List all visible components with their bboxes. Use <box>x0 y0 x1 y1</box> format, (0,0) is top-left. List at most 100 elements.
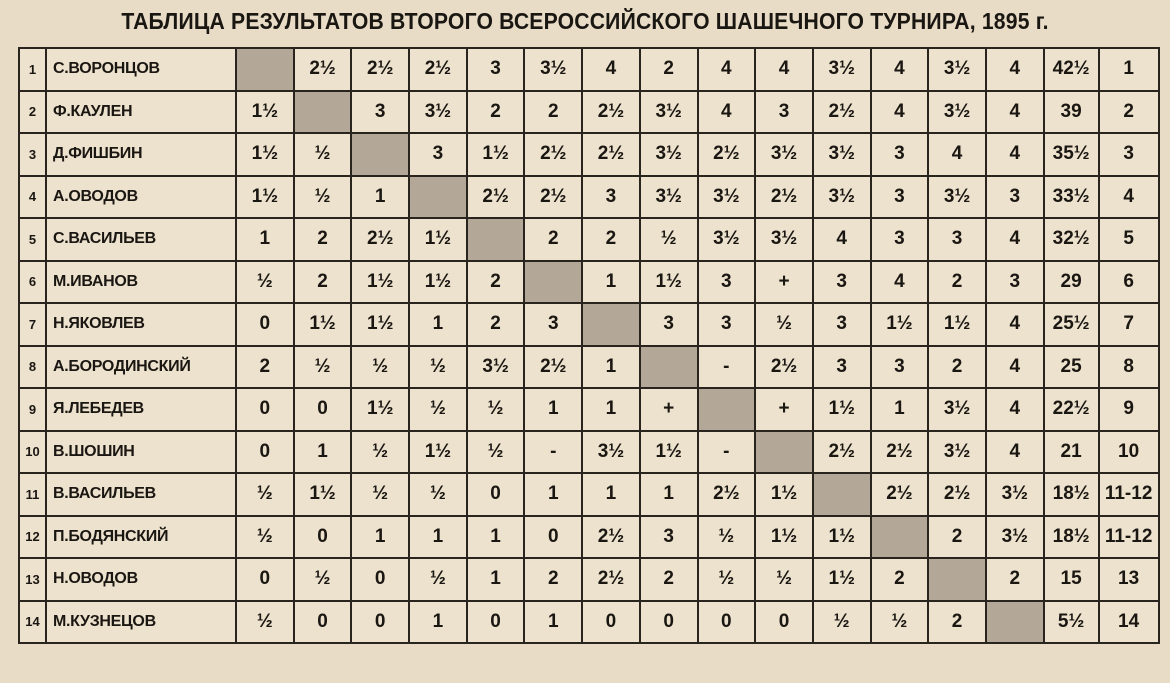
result-cell: 2 <box>465 259 526 304</box>
result-cell: 3½ <box>638 89 699 134</box>
result-cell: 4 <box>581 47 641 92</box>
result-cell: 2 <box>869 557 930 602</box>
result-cell: 1½ <box>408 259 468 304</box>
result-cell: 1½ <box>235 174 295 219</box>
total-score: 29 <box>1042 259 1100 304</box>
result-cell: 2½ <box>581 89 641 134</box>
player-number: 2 <box>18 89 47 134</box>
result-cell: 4 <box>984 344 1045 389</box>
result-cell: 4 <box>811 217 872 262</box>
result-cell: 0 <box>292 387 353 432</box>
result-cell: ½ <box>350 429 411 474</box>
result-cell: 3½ <box>927 47 987 92</box>
result-cell: 2½ <box>581 557 641 602</box>
result-cell: 2 <box>927 259 987 304</box>
result-cell: 1½ <box>292 302 353 347</box>
result-cell: 3½ <box>811 47 872 92</box>
result-cell: 3½ <box>696 174 757 219</box>
result-cell: 3 <box>523 302 584 347</box>
result-cell: 1 <box>581 387 641 432</box>
total-score: 39 <box>1042 89 1100 134</box>
place: 1 <box>1097 47 1160 92</box>
result-cell: 3½ <box>754 217 814 262</box>
result-cell: 1 <box>235 217 295 262</box>
table-row: 10 В.ШОШИН 0 1 ½ 1½ ½ -3½ 1½ -2½ 2½ 3½ 4 21 10 <box>18 429 1160 474</box>
player-name: Н.ОВОДОВ <box>45 557 237 602</box>
player-name: Д.ФИШБИН <box>45 132 237 177</box>
result-cell: 3 <box>869 217 930 262</box>
diagonal-cell <box>696 387 757 432</box>
result-cell: 3 <box>869 132 930 177</box>
diagonal-cell <box>927 557 987 602</box>
result-cell: 4 <box>984 429 1045 474</box>
player-number: 14 <box>18 599 47 644</box>
result-cell: 3 <box>408 132 468 177</box>
result-cell: 1½ <box>754 514 814 559</box>
result-cell: 2 <box>523 217 584 262</box>
diagonal-cell <box>984 599 1045 644</box>
player-name: С.ВОРОНЦОВ <box>45 47 237 92</box>
result-cell: 1½ <box>638 429 699 474</box>
result-cell: 3 <box>869 344 930 389</box>
place: 11-12 <box>1097 514 1160 559</box>
result-cell: 3½ <box>927 89 987 134</box>
result-cell: 0 <box>638 599 699 644</box>
result-cell: 3½ <box>696 217 757 262</box>
result-cell: 1 <box>581 472 641 517</box>
player-number: 5 <box>18 217 47 262</box>
result-cell: 3½ <box>638 174 699 219</box>
total-score: 5½ <box>1042 599 1100 644</box>
place: 10 <box>1097 429 1160 474</box>
result-cell: 2½ <box>581 514 641 559</box>
player-name: А.БОРОДИНСКИЙ <box>45 344 237 389</box>
result-cell: 3½ <box>927 387 987 432</box>
result-cell: 0 <box>235 557 295 602</box>
place: 7 <box>1097 302 1160 347</box>
player-name: М.КУЗНЕЦОВ <box>45 599 237 644</box>
result-cell: 0 <box>465 599 526 644</box>
result-cell: 0 <box>754 599 814 644</box>
result-cell: 1 <box>292 429 353 474</box>
player-number: 6 <box>18 259 47 304</box>
table-row: 11 В.ВАСИЛЬЕВ ½ 1½ ½ ½ 0 1 1 1 2½ 1½ 2½ 2½ 3½ 18½ 11-12 <box>18 472 1160 517</box>
result-cell: 3 <box>638 302 699 347</box>
player-name: А.ОВОДОВ <box>45 174 237 219</box>
player-name: В.ВАСИЛЬЕВ <box>45 472 237 517</box>
result-cell: 2 <box>927 514 987 559</box>
result-cell: 1½ <box>235 132 295 177</box>
table-row: 4 А.ОВОДОВ 1½ ½ 1 2½ 2½ 3 3½ 3½ 2½ 3½ 3 3½ 3 33½ 4 <box>18 174 1160 219</box>
result-cell: ½ <box>350 344 411 389</box>
result-cell: 1 <box>465 557 526 602</box>
table-row: 12 П.БОДЯНСКИЙ ½ 0 1 1 1 0 2½ 3 ½ 1½ 1½ 2 3½ 18½ 11-12 <box>18 514 1160 559</box>
result-cell: ½ <box>408 387 468 432</box>
result-cell: 4 <box>696 47 757 92</box>
player-number: 1 <box>18 47 47 92</box>
result-cell: 1 <box>408 599 468 644</box>
result-cell: ½ <box>235 514 295 559</box>
result-cell: 3½ <box>811 132 872 177</box>
result-cell: ½ <box>696 557 757 602</box>
result-cell: 2½ <box>523 174 584 219</box>
result-cell: 0 <box>350 557 411 602</box>
result-cell: 3 <box>754 89 814 134</box>
table-row: 5 С.ВАСИЛЬЕВ 1 2 2½ 1½ 2 2 ½ 3½ 3½ 4 3 3 4 32½ 5 <box>18 217 1160 262</box>
player-name: В.ШОШИН <box>45 429 237 474</box>
result-cell: 0 <box>235 302 295 347</box>
player-number: 8 <box>18 344 47 389</box>
result-cell: 3 <box>984 259 1045 304</box>
results-table: 1 С.ВОРОНЦОВ 2½ 2½ 2½ 3 3½ 4 2 4 4 3½ 4 3½ 4 42½ 1 2 Ф.КАУ… <box>18 47 1160 644</box>
result-cell: 2 <box>523 89 584 134</box>
result-cell: ½ <box>408 344 468 389</box>
result-cell: 1½ <box>350 387 411 432</box>
result-cell: 2½ <box>696 132 757 177</box>
diagonal-cell <box>465 217 526 262</box>
total-score: 21 <box>1042 429 1100 474</box>
player-name: Ф.КАУЛЕН <box>45 89 237 134</box>
result-cell: 1½ <box>408 429 468 474</box>
place: 13 <box>1097 557 1160 602</box>
result-cell: ½ <box>350 472 411 517</box>
diagonal-cell <box>869 514 930 559</box>
result-cell: 2½ <box>350 217 411 262</box>
result-cell: 3 <box>811 344 872 389</box>
diagonal-cell <box>754 429 814 474</box>
